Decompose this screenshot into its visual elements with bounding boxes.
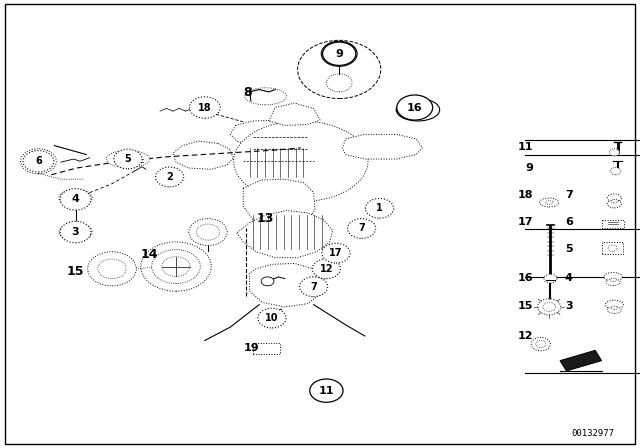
Circle shape bbox=[156, 167, 184, 187]
Circle shape bbox=[531, 337, 550, 351]
Ellipse shape bbox=[606, 279, 620, 286]
Ellipse shape bbox=[545, 201, 553, 204]
Ellipse shape bbox=[59, 190, 92, 207]
Ellipse shape bbox=[607, 194, 621, 202]
Text: 5: 5 bbox=[125, 154, 131, 164]
Ellipse shape bbox=[106, 151, 150, 168]
Text: 5: 5 bbox=[565, 244, 573, 254]
Polygon shape bbox=[602, 220, 624, 228]
Text: 1: 1 bbox=[376, 203, 383, 213]
Circle shape bbox=[536, 340, 546, 348]
Text: 4: 4 bbox=[72, 194, 79, 204]
Polygon shape bbox=[342, 134, 422, 159]
Circle shape bbox=[258, 308, 286, 328]
Circle shape bbox=[310, 379, 343, 402]
Circle shape bbox=[189, 219, 227, 246]
Polygon shape bbox=[243, 179, 315, 228]
Ellipse shape bbox=[540, 198, 559, 207]
Text: 16: 16 bbox=[518, 273, 533, 283]
Text: 12: 12 bbox=[518, 331, 533, 341]
Polygon shape bbox=[269, 103, 320, 125]
Ellipse shape bbox=[610, 278, 616, 282]
Circle shape bbox=[152, 250, 200, 284]
Circle shape bbox=[114, 149, 142, 169]
Text: 00132977: 00132977 bbox=[572, 429, 614, 438]
Circle shape bbox=[141, 242, 211, 291]
Text: 6: 6 bbox=[35, 156, 42, 166]
Text: 10: 10 bbox=[265, 313, 279, 323]
Circle shape bbox=[189, 97, 220, 118]
Ellipse shape bbox=[607, 200, 621, 208]
Ellipse shape bbox=[67, 228, 84, 236]
Polygon shape bbox=[173, 141, 234, 169]
Ellipse shape bbox=[604, 272, 622, 281]
Circle shape bbox=[323, 42, 356, 65]
Circle shape bbox=[298, 40, 381, 99]
Polygon shape bbox=[250, 263, 323, 307]
Text: 17: 17 bbox=[329, 248, 343, 258]
Text: 18: 18 bbox=[518, 190, 533, 200]
Text: 9: 9 bbox=[335, 49, 343, 59]
Ellipse shape bbox=[396, 99, 440, 121]
Text: 9: 9 bbox=[525, 163, 533, 173]
Circle shape bbox=[28, 154, 49, 168]
Circle shape bbox=[312, 259, 340, 279]
Text: 11: 11 bbox=[518, 142, 533, 152]
Circle shape bbox=[321, 41, 357, 66]
Text: 7: 7 bbox=[565, 190, 573, 200]
Ellipse shape bbox=[244, 88, 287, 105]
Bar bbox=[602, 242, 623, 254]
Circle shape bbox=[88, 252, 136, 286]
Circle shape bbox=[348, 219, 376, 238]
Circle shape bbox=[300, 277, 328, 297]
Text: 6: 6 bbox=[565, 217, 573, 227]
Text: 11: 11 bbox=[319, 386, 334, 396]
Text: 19: 19 bbox=[244, 343, 259, 353]
Circle shape bbox=[608, 245, 617, 251]
Ellipse shape bbox=[59, 224, 92, 241]
Polygon shape bbox=[560, 350, 602, 371]
Circle shape bbox=[23, 151, 54, 172]
Text: 17: 17 bbox=[518, 217, 533, 227]
Circle shape bbox=[60, 189, 91, 210]
Circle shape bbox=[397, 95, 433, 120]
Circle shape bbox=[98, 259, 126, 279]
Circle shape bbox=[60, 221, 91, 243]
Ellipse shape bbox=[67, 194, 84, 202]
Circle shape bbox=[326, 74, 352, 92]
Ellipse shape bbox=[611, 199, 618, 203]
Text: 13: 13 bbox=[257, 212, 275, 225]
Ellipse shape bbox=[607, 306, 621, 314]
Circle shape bbox=[611, 168, 621, 175]
Text: 16: 16 bbox=[407, 103, 422, 112]
Ellipse shape bbox=[234, 121, 368, 202]
Text: 12: 12 bbox=[319, 264, 333, 274]
Text: 7: 7 bbox=[310, 282, 317, 292]
Text: 14: 14 bbox=[140, 248, 158, 261]
Polygon shape bbox=[237, 211, 333, 258]
Circle shape bbox=[609, 149, 620, 156]
Text: 18: 18 bbox=[198, 103, 212, 112]
Circle shape bbox=[20, 149, 56, 174]
Circle shape bbox=[538, 299, 561, 315]
Text: 2: 2 bbox=[166, 172, 173, 182]
Circle shape bbox=[162, 257, 190, 276]
Bar bbox=[253, 343, 280, 354]
Polygon shape bbox=[230, 120, 307, 146]
Circle shape bbox=[322, 243, 350, 263]
Text: 15: 15 bbox=[518, 301, 533, 310]
Circle shape bbox=[544, 274, 557, 283]
Circle shape bbox=[196, 224, 220, 240]
Text: 4: 4 bbox=[565, 273, 573, 283]
Text: 15: 15 bbox=[67, 264, 84, 278]
Ellipse shape bbox=[611, 306, 618, 310]
Circle shape bbox=[543, 302, 556, 311]
Text: 3: 3 bbox=[565, 301, 573, 310]
Text: 8: 8 bbox=[243, 86, 252, 99]
Text: 7: 7 bbox=[358, 224, 365, 233]
Text: 3: 3 bbox=[72, 227, 79, 237]
Circle shape bbox=[261, 277, 274, 286]
Ellipse shape bbox=[605, 300, 623, 309]
Circle shape bbox=[365, 198, 394, 218]
